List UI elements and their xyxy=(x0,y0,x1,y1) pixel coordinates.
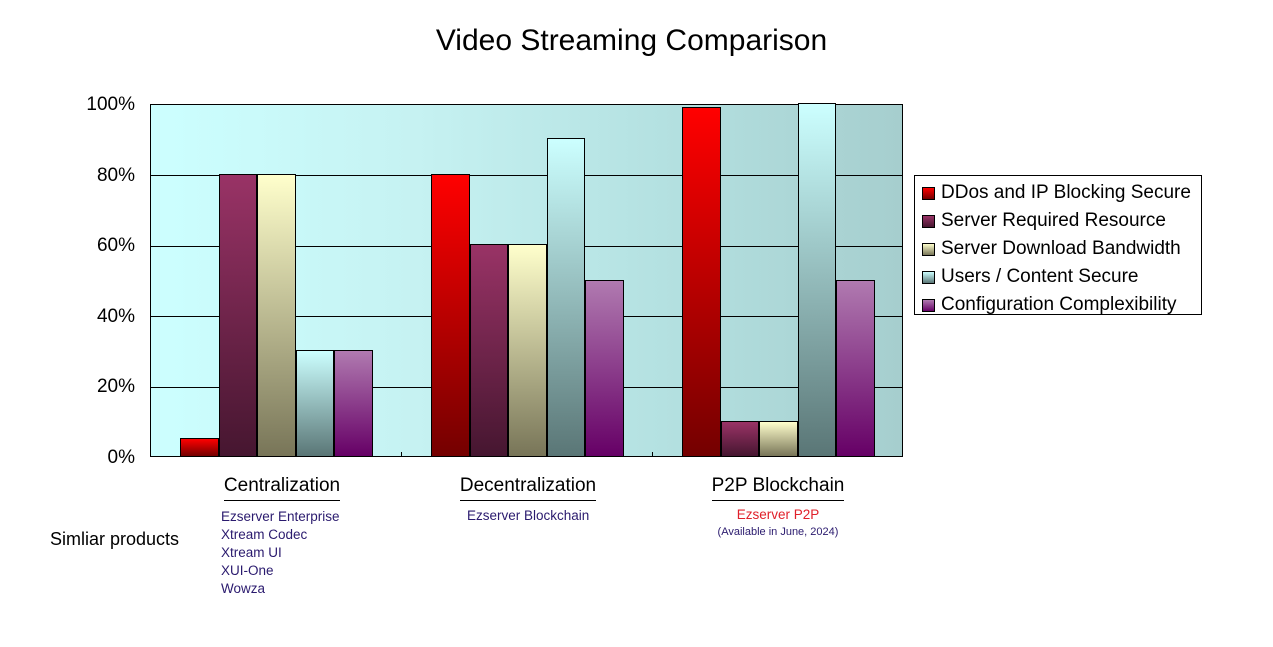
x-tick xyxy=(401,452,402,457)
bar-p2p-blockchain-server-required-resource xyxy=(720,420,759,456)
bar-centralization-users-content-secure xyxy=(295,350,334,456)
legend-item: Users / Content Secure xyxy=(922,263,1201,291)
y-tick-20: 20% xyxy=(96,376,135,397)
bar-centralization-server-download-bandwidth xyxy=(257,173,296,456)
bar-p2p-blockchain-users-content-secure xyxy=(797,103,836,456)
bar-p2p-blockchain-configuration-complexibility xyxy=(836,279,875,456)
bar-decentralization-ddos-and-ip-blocking-secure xyxy=(431,173,470,456)
category-label: Centralization xyxy=(223,475,341,501)
similar-products-label: Simliar products xyxy=(50,529,180,549)
legend-swatch-icon xyxy=(922,298,935,312)
category-label: Decentralization xyxy=(459,475,597,501)
availability-note: (Available in June, 2024) xyxy=(717,526,839,538)
legend-swatch-icon xyxy=(922,242,935,256)
centralization-products: Ezserver Enterprise Xtream Codec Xtream … xyxy=(221,508,340,598)
bar-decentralization-server-download-bandwidth xyxy=(508,244,547,456)
legend-label: Users / Content Secure xyxy=(941,266,1139,287)
legend-label: Server Required Resource xyxy=(941,210,1166,231)
product-item: Wowza xyxy=(221,581,266,596)
product-item: Xtream UI xyxy=(221,545,282,560)
legend-label: DDos and IP Blocking Secure xyxy=(941,182,1191,203)
bar-centralization-configuration-complexibility xyxy=(334,350,373,456)
category-p2p-blockchain: P2P Blockchain xyxy=(692,475,864,501)
bar-decentralization-configuration-complexibility xyxy=(585,279,624,456)
bar-decentralization-server-required-resource xyxy=(469,244,508,456)
legend-item: Server Required Resource xyxy=(922,207,1201,235)
product-item: Ezserver Blockchain xyxy=(467,508,590,523)
y-tick-0: 0% xyxy=(107,447,135,468)
legend-label: Server Download Bandwidth xyxy=(941,238,1181,259)
p2p-products: Ezserver P2P (Available in June, 2024) xyxy=(692,506,864,540)
x-tick xyxy=(652,452,653,457)
y-tick-60: 60% xyxy=(96,235,135,256)
legend-swatch-icon xyxy=(922,214,935,228)
product-item: Ezserver P2P xyxy=(736,507,820,522)
legend-item: Server Download Bandwidth xyxy=(922,235,1201,263)
product-item: Ezserver Enterprise xyxy=(221,509,340,524)
bar-centralization-ddos-and-ip-blocking-secure xyxy=(180,438,219,456)
legend: DDos and IP Blocking Secure Server Requir… xyxy=(914,175,1202,315)
legend-label: Configuration Complexibility xyxy=(941,294,1177,315)
bar-decentralization-users-content-secure xyxy=(546,138,585,456)
bar-centralization-server-required-resource xyxy=(218,173,257,456)
bar-p2p-blockchain-server-download-bandwidth xyxy=(759,420,798,456)
legend-swatch-icon xyxy=(922,186,935,200)
gridline xyxy=(151,175,902,176)
plot-area xyxy=(150,103,903,457)
chart-title: Video Streaming Comparison xyxy=(435,24,828,57)
category-label: P2P Blockchain xyxy=(711,475,845,501)
legend-item: Configuration Complexibility xyxy=(922,291,1201,319)
decentralization-products: Ezserver Blockchain xyxy=(467,507,589,525)
category-centralization: Centralization xyxy=(196,475,368,501)
y-tick-80: 80% xyxy=(96,165,135,186)
legend-item: DDos and IP Blocking Secure xyxy=(922,179,1201,207)
legend-swatch-icon xyxy=(922,270,935,284)
y-tick-40: 40% xyxy=(96,306,135,327)
bar-p2p-blockchain-ddos-and-ip-blocking-secure xyxy=(682,106,721,456)
product-item: Xtream Codec xyxy=(221,527,308,542)
category-decentralization: Decentralization xyxy=(442,475,614,501)
y-tick-100: 100% xyxy=(86,94,135,115)
product-item: XUI-One xyxy=(221,563,274,578)
